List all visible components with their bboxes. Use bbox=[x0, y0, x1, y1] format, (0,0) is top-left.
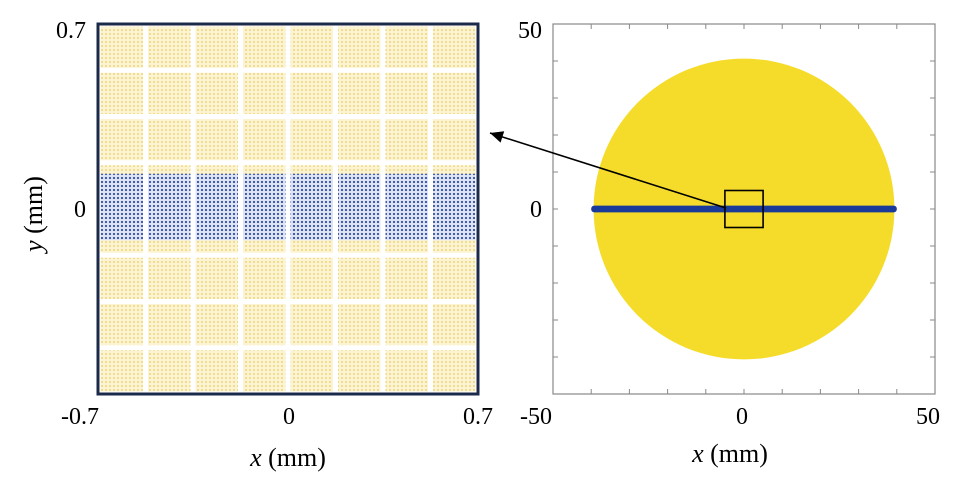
inset-cell bbox=[243, 72, 286, 114]
inset-x-axis-label: x (mm) bbox=[249, 443, 326, 472]
connector-arrowhead bbox=[490, 131, 505, 143]
inset-cell bbox=[338, 26, 381, 68]
inset-cell bbox=[385, 26, 428, 68]
inset-cell bbox=[338, 350, 381, 392]
inset-cell bbox=[100, 304, 143, 346]
inset-cell bbox=[433, 119, 476, 161]
inset-cell bbox=[338, 72, 381, 114]
inset-cell bbox=[148, 350, 191, 392]
connector-line bbox=[489, 132, 727, 209]
inset-cell bbox=[100, 72, 143, 114]
inset-region-box bbox=[724, 189, 764, 229]
inset-cell bbox=[290, 26, 333, 68]
full-view-x-axis-label: x (mm) bbox=[691, 439, 768, 468]
inset-y-tick-zero: 0 bbox=[74, 197, 86, 223]
inset-highlight-cell bbox=[385, 173, 428, 241]
inset-cell bbox=[338, 119, 381, 161]
inset-cell bbox=[385, 304, 428, 346]
inset-x-tick-zero: 0 bbox=[283, 404, 295, 430]
inset-cell bbox=[148, 257, 191, 299]
inset-highlight-cell bbox=[100, 173, 143, 241]
inset-cell bbox=[195, 72, 238, 114]
inset-cell bbox=[243, 304, 286, 346]
inset-highlight-cell bbox=[290, 173, 333, 241]
inset-cell bbox=[433, 72, 476, 114]
inset-cell bbox=[195, 26, 238, 68]
inset-highlight-cell bbox=[338, 173, 381, 241]
inset-cell-grid bbox=[100, 26, 476, 392]
inset-y-tick-top: 0.7 bbox=[56, 18, 86, 44]
zoom-connector-arrow bbox=[489, 131, 727, 209]
inset-cell bbox=[100, 257, 143, 299]
inset-plot-frame bbox=[96, 22, 480, 396]
inset-x-tick-min: -0.7 bbox=[61, 404, 99, 430]
inset-cell bbox=[243, 350, 286, 392]
inset-cell bbox=[338, 257, 381, 299]
inset-cell bbox=[385, 119, 428, 161]
inset-cell bbox=[290, 304, 333, 346]
full-view-x-tick-min: -50 bbox=[520, 404, 552, 430]
full-view-y-tick-top: 50 bbox=[518, 18, 542, 44]
inset-highlight-cell bbox=[148, 173, 191, 241]
inset-cell bbox=[433, 304, 476, 346]
inset-cell bbox=[100, 26, 143, 68]
inset-cell bbox=[195, 350, 238, 392]
inset-y-axis-label: y (mm) bbox=[19, 176, 48, 255]
highlight-band bbox=[591, 205, 897, 213]
inset-highlight-cell bbox=[433, 173, 476, 241]
inset-cell bbox=[433, 26, 476, 68]
inset-cell bbox=[338, 304, 381, 346]
inset-cell bbox=[290, 119, 333, 161]
inset-cell bbox=[148, 304, 191, 346]
inset-cell bbox=[100, 119, 143, 161]
full-view-y-tick-zero: 0 bbox=[530, 197, 542, 223]
inset-cell bbox=[148, 119, 191, 161]
inset-cell bbox=[195, 304, 238, 346]
inset-cell bbox=[195, 119, 238, 161]
inset-cell bbox=[243, 119, 286, 161]
inset-cell bbox=[385, 72, 428, 114]
inset-highlight-cell bbox=[243, 173, 286, 241]
inset-cell bbox=[148, 26, 191, 68]
inset-cell bbox=[148, 72, 191, 114]
inset-cell bbox=[385, 257, 428, 299]
inset-cell bbox=[290, 257, 333, 299]
inset-cell bbox=[290, 350, 333, 392]
inset-cell bbox=[433, 350, 476, 392]
full-view-minor-ticks bbox=[553, 24, 935, 394]
inset-cell bbox=[195, 257, 238, 299]
inset-cell bbox=[290, 72, 333, 114]
inset-x-tick-max: 0.7 bbox=[463, 404, 493, 430]
inset-highlight-cell bbox=[195, 173, 238, 241]
inset-cell bbox=[243, 26, 286, 68]
inset-cell bbox=[433, 257, 476, 299]
inset-cell bbox=[243, 257, 286, 299]
zoomed-inset-panel: 0.7 0 -0.7 0 0.7 x (mm) y (mm) bbox=[19, 18, 493, 472]
inset-cell bbox=[100, 350, 143, 392]
inset-cell bbox=[385, 350, 428, 392]
full-view-x-tick-zero: 0 bbox=[736, 404, 748, 430]
full-view-panel: 50 0 -50 0 50 x (mm) bbox=[518, 18, 940, 468]
full-view-x-tick-max: 50 bbox=[916, 404, 940, 430]
